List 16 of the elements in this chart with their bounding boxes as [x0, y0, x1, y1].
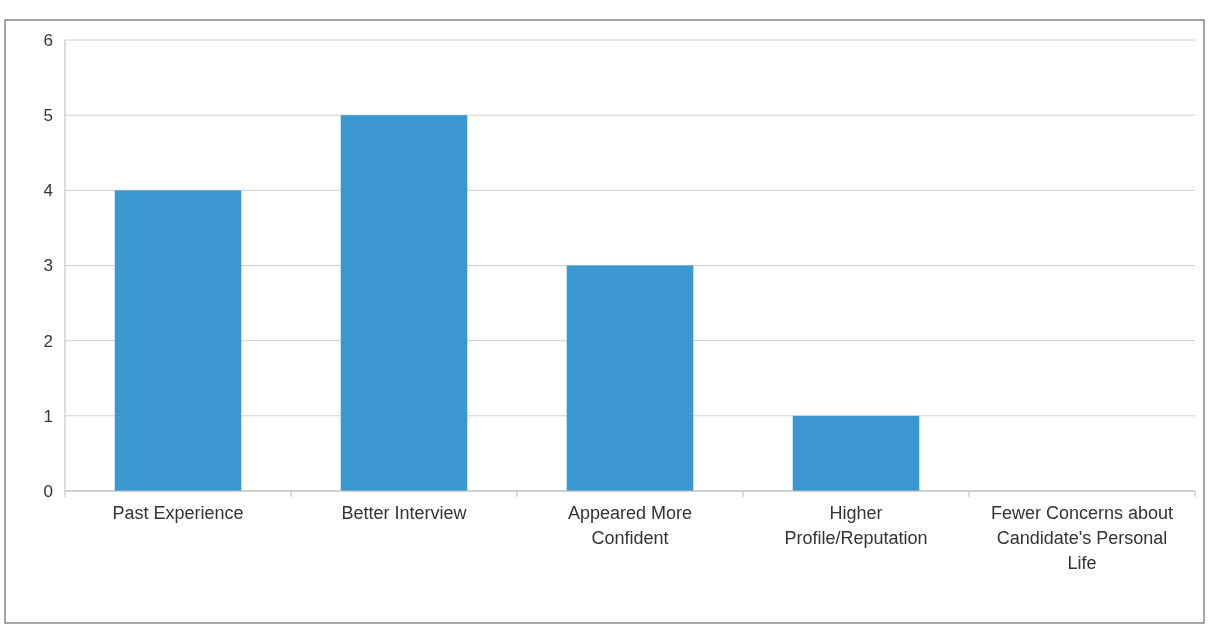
y-tick-label: 3 — [43, 256, 53, 276]
y-tick-label: 0 — [43, 481, 53, 501]
y-tick-label: 2 — [43, 331, 53, 351]
x-tick-label: Better Interview — [341, 503, 468, 523]
x-tick-label: Higher Profile/Reputation — [784, 503, 928, 548]
x-tick-label: Appeared More Confident — [567, 503, 693, 548]
y-tick-label: 5 — [43, 106, 53, 126]
x-tick-label: Fewer Concerns about Candidate's Personal Life — [990, 503, 1174, 573]
bar — [340, 115, 468, 491]
bar — [566, 265, 694, 491]
x-tick-label: Past Experience — [112, 503, 244, 523]
y-tick-label: 1 — [43, 406, 53, 426]
y-tick-label: 6 — [43, 30, 53, 50]
bar — [792, 415, 920, 491]
y-tick-label: 4 — [43, 181, 53, 201]
bar — [114, 190, 242, 491]
